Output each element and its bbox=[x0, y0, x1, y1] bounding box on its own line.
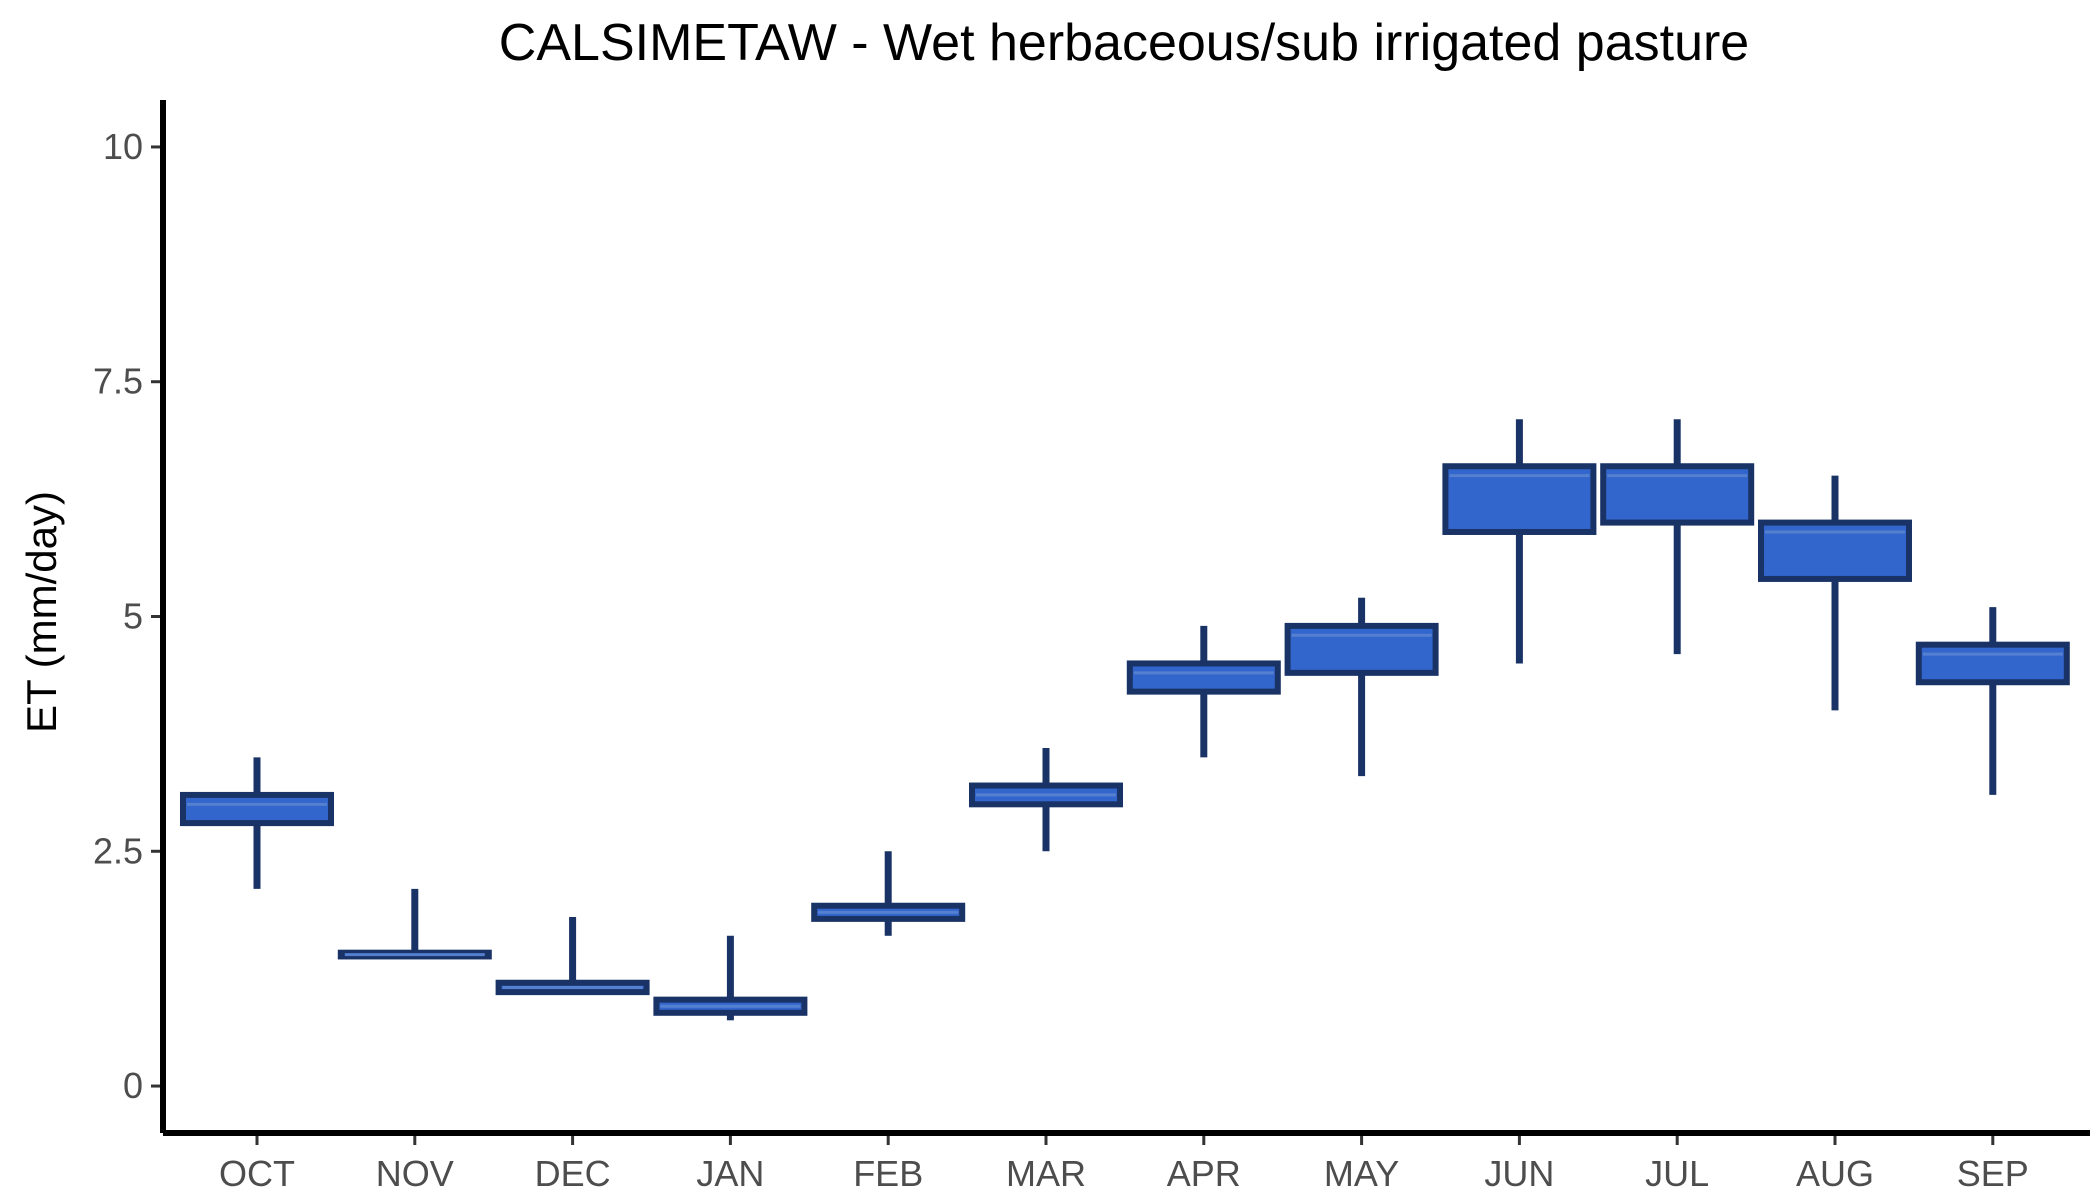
x-tick-label: FEB bbox=[853, 1153, 923, 1194]
x-tick-label: AUG bbox=[1796, 1153, 1874, 1194]
box-nov bbox=[337, 888, 492, 960]
x-tick-label: JUN bbox=[1484, 1153, 1554, 1194]
x-tick-label: MAR bbox=[1006, 1153, 1086, 1194]
box-jan bbox=[653, 935, 808, 1021]
x-tick-label: JAN bbox=[696, 1153, 764, 1194]
box-jun bbox=[1442, 419, 1597, 664]
box-aug bbox=[1758, 475, 1912, 711]
box-feb bbox=[811, 851, 966, 936]
box-body bbox=[180, 791, 334, 827]
box-series bbox=[180, 419, 2070, 1021]
box-dec bbox=[495, 917, 650, 996]
x-tick-label: MAY bbox=[1324, 1153, 1399, 1194]
box-sep bbox=[1915, 607, 2070, 795]
box-body bbox=[1126, 660, 1281, 695]
x-axis-ticks: OCT NOV DEC JAN FEB MAR APR MAY JUN JUL AUG SEP bbox=[219, 1133, 2029, 1194]
x-tick-label: OCT bbox=[219, 1153, 295, 1194]
x-tick-label: DEC bbox=[535, 1153, 611, 1194]
y-tick-label: 7.5 bbox=[93, 361, 143, 402]
x-tick-label: APR bbox=[1167, 1153, 1241, 1194]
box-apr bbox=[1126, 625, 1281, 758]
y-tick-label: 2.5 bbox=[93, 830, 143, 871]
box-jul bbox=[1600, 419, 1755, 655]
y-axis-title: ET (mm/day) bbox=[18, 491, 65, 733]
x-tick-label: SEP bbox=[1957, 1153, 2029, 1194]
box-mar bbox=[969, 747, 1123, 852]
box-oct bbox=[180, 757, 334, 889]
y-tick-label: 10 bbox=[103, 126, 143, 167]
y-axis-ticks: 0 2.5 5 7.5 10 bbox=[93, 126, 163, 1106]
y-tick-label: 0 bbox=[123, 1065, 143, 1106]
box-may bbox=[1284, 597, 1439, 777]
y-tick-label: 5 bbox=[123, 596, 143, 637]
box-body bbox=[1442, 463, 1597, 535]
chart-title: CALSIMETAW - Wet herbaceous/sub irrigate… bbox=[499, 14, 1749, 72]
box-body bbox=[1284, 622, 1439, 676]
box-body bbox=[1915, 641, 2070, 686]
x-tick-label: JUL bbox=[1645, 1153, 1709, 1194]
x-tick-label: NOV bbox=[376, 1153, 454, 1194]
